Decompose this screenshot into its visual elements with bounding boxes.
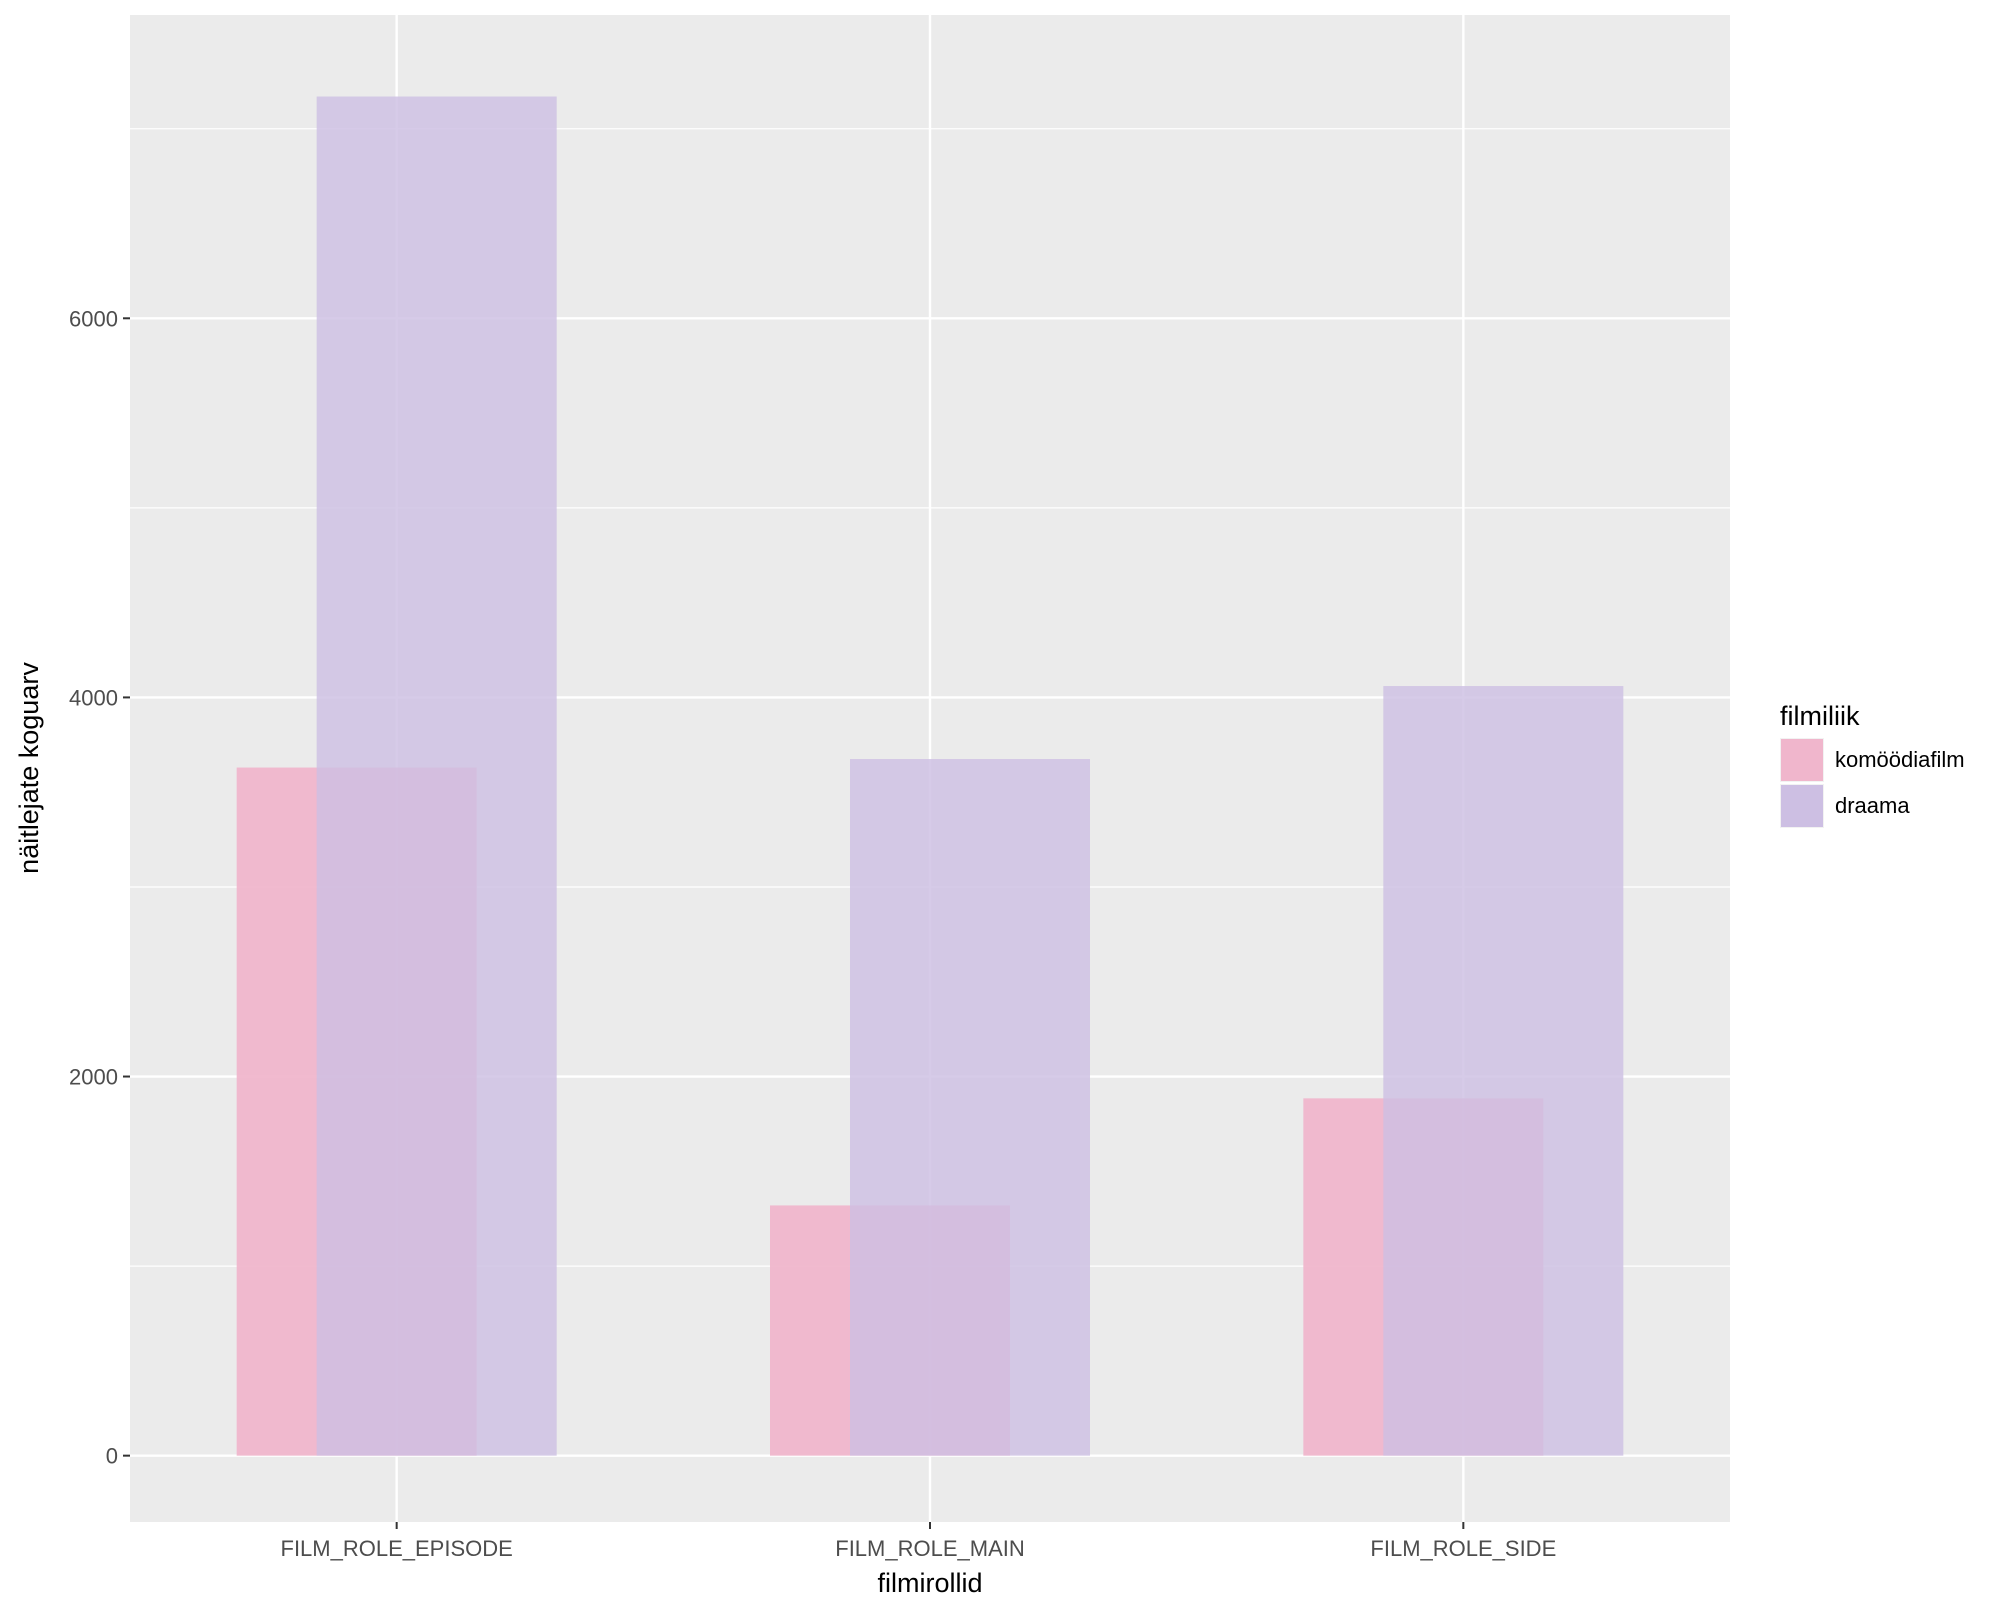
legend-title: filmiliik — [1780, 701, 1860, 731]
legend-label: draama — [1835, 793, 1910, 818]
x-tick-label: FILM_ROLE_MAIN — [835, 1536, 1025, 1561]
legend-key-komöödiafilm — [1781, 739, 1823, 781]
x-tick-label: FILM_ROLE_SIDE — [1370, 1536, 1556, 1561]
legend-key-draama — [1781, 785, 1823, 827]
legend-label: komöödiafilm — [1835, 747, 1965, 772]
y-tick-label: 0 — [106, 1444, 118, 1469]
bar-draama-FILM_ROLE_SIDE — [1383, 686, 1624, 1456]
bar-draama-FILM_ROLE_EPISODE — [316, 96, 557, 1456]
y-tick-label: 2000 — [69, 1065, 118, 1090]
bars — [236, 96, 1624, 1456]
y-axis: 0 2000 4000 6000 — [69, 306, 130, 1469]
y-tick-label: 6000 — [69, 306, 118, 331]
legend: filmiliik komöödiafilm draama — [1780, 701, 1965, 828]
bar-draama-FILM_ROLE_MAIN — [850, 759, 1090, 1456]
y-axis-title: näitlejate koguarv — [14, 662, 44, 874]
x-tick-label: FILM_ROLE_EPISODE — [281, 1536, 513, 1561]
x-axis: FILM_ROLE_EPISODE FILM_ROLE_MAIN FILM_ROLE… — [281, 1522, 1556, 1561]
y-tick-label: 4000 — [69, 685, 118, 710]
x-axis-title: filmirollid — [877, 1568, 982, 1598]
